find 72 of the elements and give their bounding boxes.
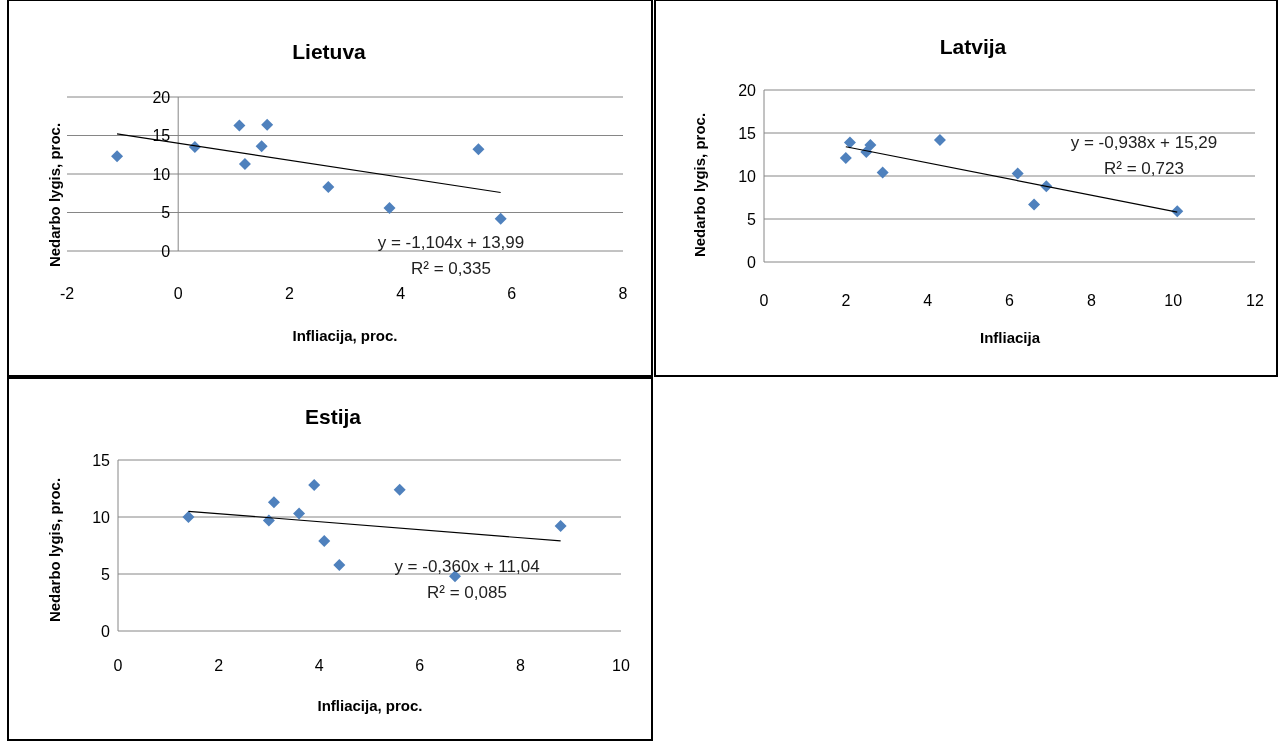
annotation: y = -0,938x + 15,29 — [1070, 132, 1218, 152]
x-axis-title: Infliacija, proc. — [317, 697, 423, 715]
point — [322, 181, 335, 194]
x-tick-label: 0 — [113, 656, 123, 674]
x-tick-label: 8 — [618, 284, 628, 302]
point — [383, 201, 396, 214]
x-tick-label: 6 — [1005, 291, 1015, 309]
point — [1011, 167, 1024, 180]
y-tick-label: 20 — [152, 88, 171, 106]
y-tick-label: 0 — [101, 622, 111, 640]
x-tick-label: 8 — [1086, 291, 1096, 309]
annotation: y = -1,104x + 13,99 — [377, 232, 525, 252]
point — [864, 139, 877, 152]
y-tick-label: 0 — [161, 242, 171, 260]
x-tick-label: 4 — [923, 291, 933, 309]
chart-title: Estija — [304, 405, 362, 429]
x-tick-label: 6 — [415, 656, 425, 674]
x-axis-title: Infliacija, proc. — [292, 327, 398, 345]
point — [238, 157, 251, 170]
annotation: R² = 0,723 — [1104, 158, 1184, 178]
x-tick-label: 2 — [284, 284, 294, 302]
x-tick-label: 0 — [173, 284, 183, 302]
text: R² = 0,335 — [411, 258, 491, 278]
x-tick-label: 6 — [507, 284, 517, 302]
x-tick-label: 2 — [214, 656, 224, 674]
point — [261, 118, 274, 131]
annotation: R² = 0,085 — [427, 582, 507, 602]
point — [267, 496, 280, 509]
x-tick-label: -2 — [59, 284, 75, 302]
point — [182, 511, 195, 523]
point — [1028, 198, 1041, 211]
x-tick-label: 2 — [841, 291, 851, 309]
x-tick-label: 10 — [1164, 291, 1183, 309]
point — [839, 151, 852, 164]
point — [843, 136, 856, 149]
y-tick-label: 5 — [747, 210, 757, 228]
point — [494, 212, 507, 225]
point — [255, 140, 268, 153]
point — [876, 166, 889, 179]
y-tick-label: 0 — [747, 253, 757, 271]
y-tick-label: 5 — [101, 565, 111, 583]
y-tick-label: 10 — [738, 167, 757, 185]
x-tick-label: 0 — [759, 291, 769, 309]
x-tick-label: 8 — [515, 656, 525, 674]
x-axis-title: Infliacija — [979, 329, 1041, 347]
point — [333, 558, 346, 571]
x-tick-label: 4 — [396, 284, 406, 302]
point — [293, 507, 306, 520]
point — [111, 150, 124, 163]
y-axis-title: Nedarbo lygis, proc. — [46, 122, 64, 268]
point — [308, 479, 321, 492]
y-tick-label: 10 — [152, 165, 171, 183]
point — [554, 520, 567, 533]
point — [318, 534, 331, 547]
x-tick-label: 12 — [1246, 291, 1264, 309]
point — [233, 119, 246, 132]
y-tick-label: 10 — [92, 508, 111, 526]
y-tick-label: 20 — [738, 81, 757, 99]
y-axis-title: Nedarbo lygis, proc. — [691, 112, 709, 258]
point — [933, 133, 946, 146]
chart-title: Latvija — [939, 35, 1007, 59]
point — [393, 483, 406, 496]
x-tick-label: 10 — [612, 656, 630, 674]
y-tick-label: 15 — [92, 451, 111, 469]
point — [472, 143, 485, 156]
chart-title: Lietuva — [292, 40, 367, 64]
annotation: y = -0,360x + 11,04 — [394, 556, 540, 576]
y-tick-label: 15 — [738, 124, 757, 142]
y-tick-label: 15 — [152, 127, 171, 145]
y-axis-title: Nedarbo lygis, proc. — [46, 477, 64, 623]
x-tick-label: 4 — [314, 656, 324, 674]
y-tick-label: 5 — [161, 204, 171, 222]
